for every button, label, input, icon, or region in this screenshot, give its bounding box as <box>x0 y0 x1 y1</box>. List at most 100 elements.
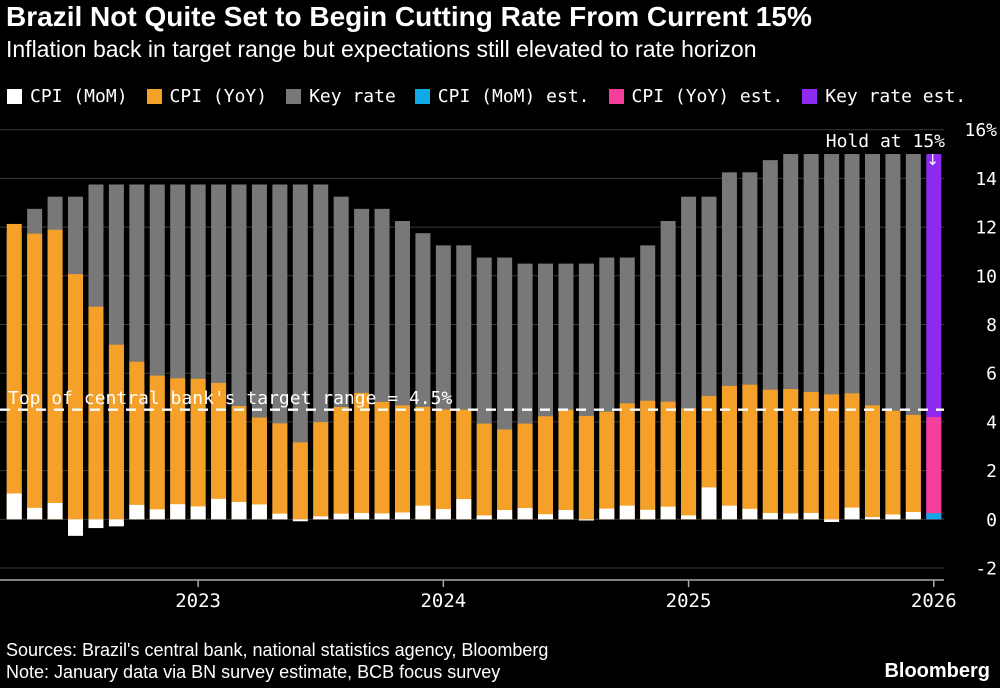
bar-cpi-yoy-est <box>926 417 942 520</box>
bar-cpi-mom <box>742 508 758 520</box>
bar-cpi-mom <box>170 504 186 520</box>
x-tick-label: 2023 <box>175 590 221 612</box>
y-tick-label: 10 <box>975 266 997 287</box>
bar-cpi-yoy <box>435 409 451 520</box>
bar-cpi-yoy <box>844 393 860 520</box>
chart-canvas: -2 0 2 4 6 8 10 12 14 16% 2023 2024 2025 2026 <box>0 120 997 612</box>
bar-cpi-yoy <box>640 400 656 520</box>
bar-cpi-mom <box>701 487 717 520</box>
bar-cpi-mom <box>190 506 206 520</box>
bar-cpi-yoy <box>251 417 267 520</box>
bar-cpi-mom <box>354 512 370 520</box>
footer: Sources: Brazil's central bank, national… <box>6 639 548 683</box>
bar-cpi-mom <box>864 517 880 520</box>
legend-item-cpi-yoy-est: CPI (YoY) est. <box>608 86 784 107</box>
note-line: Note: January data via BN survey estimat… <box>6 662 501 682</box>
bar-cpi-yoy <box>599 411 615 520</box>
bar-cpi-yoy <box>47 229 63 520</box>
bar-cpi-yoy <box>354 392 370 520</box>
bar-cpi-yoy <box>619 403 635 520</box>
down-arrow-icon: ↓ <box>926 151 939 169</box>
bar-cpi-yoy <box>681 408 697 520</box>
bar-cpi-yoy <box>783 389 799 520</box>
legend-swatch-key-rate-est <box>802 89 818 104</box>
bar-cpi-yoy <box>905 414 921 520</box>
legend-label-key-rate: Key rate <box>309 86 396 107</box>
bar-cpi-yoy <box>6 223 22 520</box>
y-tick-label: 6 <box>986 364 997 385</box>
bar-cpi-mom <box>394 512 410 520</box>
bar-cpi-yoy <box>415 406 431 520</box>
legend-swatch-cpi-mom-est <box>414 89 430 104</box>
bar-cpi-yoy <box>721 385 737 520</box>
bar-cpi-yoy <box>272 423 288 520</box>
bar-cpi-yoy <box>170 378 186 520</box>
bar-cpi-mom <box>905 511 921 520</box>
bar-cpi-mom-est <box>926 513 942 520</box>
bar-cpi-yoy <box>517 423 533 520</box>
bar-cpi-mom <box>476 515 492 520</box>
bar-cpi-mom <box>374 513 390 520</box>
target-range-annotation: Top of central bank's target range = 4.5… <box>8 388 453 409</box>
x-tick-label: 2025 <box>666 590 712 612</box>
bar-cpi-yoy <box>190 378 206 520</box>
bar-cpi-mom <box>47 502 63 520</box>
chart-subtitle: Inflation back in target range but expec… <box>6 36 757 62</box>
bar-cpi-mom <box>149 509 165 520</box>
legend-label-cpi-mom-est: CPI (MoM) est. <box>437 86 590 107</box>
bar-cpi-yoy <box>660 401 676 520</box>
legend-swatch-key-rate <box>286 89 302 104</box>
bar-cpi-mom <box>333 513 349 520</box>
bar-cpi-yoy <box>864 405 880 520</box>
bar-cpi-mom <box>783 513 799 520</box>
bar-cpi-mom <box>885 514 901 520</box>
bar-cpi-mom <box>6 493 22 520</box>
bar-cpi-mom <box>129 504 145 520</box>
y-tick-label: 14 <box>975 169 997 190</box>
x-tick-label: 2024 <box>420 590 466 612</box>
bar-cpi-mom <box>292 519 308 522</box>
legend-swatch-cpi-yoy <box>146 89 162 104</box>
legend-swatch-cpi-mom <box>7 89 22 104</box>
hold-annotation: Hold at 15% <box>825 131 945 152</box>
legend-item-cpi-yoy: CPI (YoY) <box>146 86 268 107</box>
bar-cpi-mom <box>415 505 431 520</box>
bar-cpi-yoy <box>497 429 513 520</box>
bar-cpi-mom <box>558 510 574 520</box>
bar-cpi-mom <box>721 505 737 520</box>
bar-cpi-yoy <box>885 410 901 520</box>
bar-cpi-yoy <box>231 406 247 520</box>
bar-cpi-mom <box>762 512 778 520</box>
bar-cpi-yoy <box>27 233 43 520</box>
legend-label-key-rate-est: Key rate est. <box>825 86 967 107</box>
bar-cpi-yoy <box>292 442 308 520</box>
bar-cpi-yoy <box>578 416 594 520</box>
legend: CPI (MoM) CPI (YoY) Key rate CPI (MoM) e… <box>7 86 966 107</box>
bar-cpi-mom <box>538 514 554 520</box>
bar-cpi-mom <box>211 498 227 520</box>
bar-cpi-yoy <box>211 382 227 520</box>
bar-cpi-mom <box>640 509 656 520</box>
bar-cpi-yoy <box>374 401 390 520</box>
legend-label-cpi-yoy: CPI (YoY) <box>169 86 268 107</box>
bar-cpi-yoy <box>538 416 554 520</box>
bar-cpi-yoy <box>108 344 124 520</box>
legend-item-key-rate-est: Key rate est. <box>802 86 966 107</box>
x-tick-label: 2026 <box>911 590 957 612</box>
bar-cpi-mom <box>497 510 513 520</box>
bar-cpi-mom <box>272 513 288 520</box>
bar-cpi-mom <box>660 506 676 520</box>
y-tick-label: 16% <box>964 120 997 141</box>
bar-cpi-mom <box>27 507 43 520</box>
legend-label-cpi-yoy-est: CPI (YoY) est. <box>631 86 784 107</box>
bar-cpi-yoy <box>824 394 840 520</box>
bar-cpi-yoy <box>333 407 349 520</box>
bar-cpi-yoy <box>558 409 574 520</box>
y-tick-label: 8 <box>986 315 997 336</box>
legend-item-key-rate: Key rate <box>286 86 396 107</box>
legend-item-cpi-mom: CPI (MoM) <box>7 86 128 107</box>
bar-cpi-mom <box>313 516 329 520</box>
y-tick-label: -2 <box>975 559 997 580</box>
bar-cpi-mom <box>108 519 124 527</box>
